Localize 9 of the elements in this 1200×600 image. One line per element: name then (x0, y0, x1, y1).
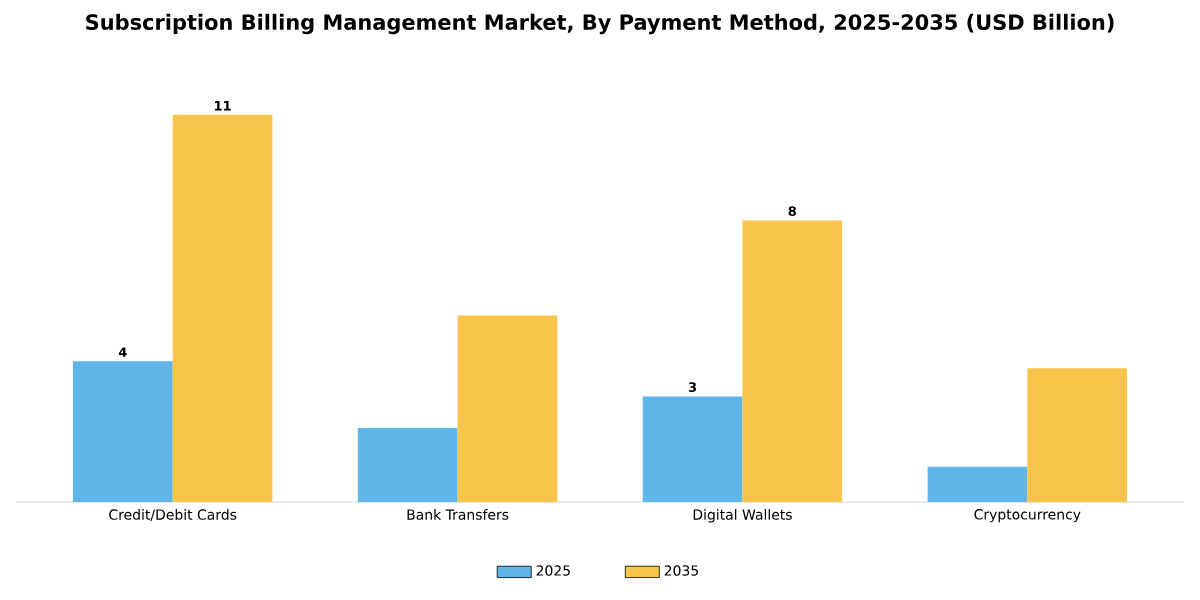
bar (642, 396, 743, 502)
chart-title: Subscription Billing Management Market, By Payment Method, 2025-2035 (USD Billion) (86, 13, 1114, 35)
bar (1027, 368, 1128, 502)
bar (72, 361, 173, 502)
bar (457, 315, 558, 502)
bar (927, 466, 1028, 502)
bar (357, 428, 458, 502)
bar (172, 114, 273, 502)
bar (742, 220, 843, 502)
